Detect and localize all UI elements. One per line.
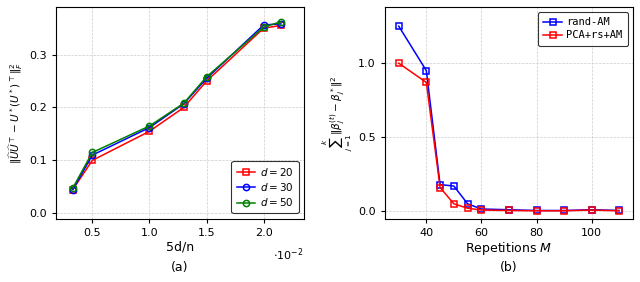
PCA+rs+AM	[588, 208, 596, 212]
rand-AM	[505, 208, 513, 212]
$d = 20$	[180, 106, 188, 109]
Legend: $d = 20$, $d = 30$, $d = 50$: $d = 20$, $d = 30$, $d = 50$	[232, 161, 299, 213]
$d = 50$	[260, 25, 268, 29]
$d = 20$	[69, 188, 77, 191]
Line: PCA+rs+AM: PCA+rs+AM	[396, 60, 622, 214]
rand-AM	[588, 208, 596, 212]
$d = 30$	[277, 22, 285, 26]
$d = 30$	[88, 153, 96, 157]
Text: (b): (b)	[500, 261, 518, 274]
PCA+rs+AM	[436, 186, 444, 189]
$d = 20$	[260, 27, 268, 30]
$d = 50$	[203, 75, 211, 78]
$d = 30$	[145, 126, 153, 129]
rand-AM	[450, 184, 458, 188]
$d = 50$	[88, 151, 96, 154]
PCA+rs+AM	[464, 207, 472, 210]
$d = 20$	[145, 130, 153, 133]
Line: $d = 20$: $d = 20$	[70, 22, 284, 193]
$d = 20$	[88, 159, 96, 162]
$d = 30$	[203, 77, 211, 80]
X-axis label: 5d/n: 5d/n	[166, 241, 194, 254]
$d = 20$	[203, 79, 211, 83]
X-axis label: Repetitions $M$: Repetitions $M$	[465, 241, 553, 257]
rand-AM	[422, 69, 430, 72]
Text: (a): (a)	[171, 261, 189, 274]
PCA+rs+AM	[450, 202, 458, 206]
$d = 50$	[145, 124, 153, 128]
Line: rand-AM: rand-AM	[396, 23, 622, 213]
Y-axis label: $\sum_{j=1}^k \|\beta_j^{(t)} - \beta_j^*\|^2$: $\sum_{j=1}^k \|\beta_j^{(t)} - \beta_j^…	[321, 75, 354, 151]
Text: $\cdot 10^{-2}$: $\cdot 10^{-2}$	[273, 246, 304, 263]
$d = 30$	[260, 23, 268, 27]
rand-AM	[436, 183, 444, 186]
rand-AM	[477, 207, 485, 211]
PCA+rs+AM	[477, 208, 485, 212]
$d = 50$	[180, 102, 188, 105]
rand-AM	[395, 25, 403, 28]
Y-axis label: $\|\widehat{U}\widehat{U}^\top - U^*(U^*)^\top\|_F^2$: $\|\widehat{U}\widehat{U}^\top - U^*(U^*…	[7, 62, 25, 164]
rand-AM	[532, 209, 540, 212]
rand-AM	[616, 209, 623, 212]
PCA+rs+AM	[422, 81, 430, 84]
PCA+rs+AM	[395, 61, 403, 65]
$d = 20$	[277, 24, 285, 27]
$d = 50$	[69, 186, 77, 190]
Line: $d = 50$: $d = 50$	[70, 19, 284, 191]
PCA+rs+AM	[505, 209, 513, 212]
$d = 30$	[69, 188, 77, 191]
rand-AM	[464, 202, 472, 206]
Line: $d = 30$: $d = 30$	[70, 21, 284, 193]
PCA+rs+AM	[560, 209, 568, 212]
$d = 30$	[180, 102, 188, 105]
rand-AM	[560, 209, 568, 212]
$d = 50$	[277, 20, 285, 23]
PCA+rs+AM	[532, 209, 540, 212]
Legend: rand-AM, PCA+rs+AM: rand-AM, PCA+rs+AM	[538, 12, 628, 46]
PCA+rs+AM	[616, 209, 623, 212]
